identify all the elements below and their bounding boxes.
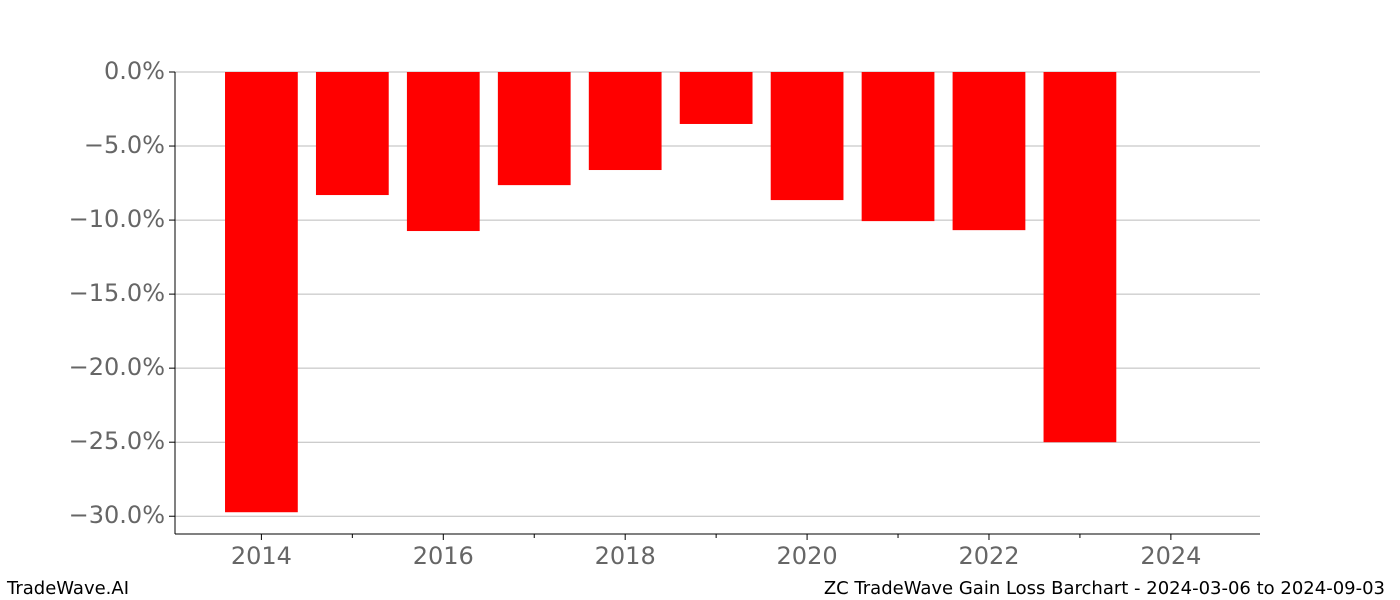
bar: [679, 72, 753, 124]
bar: [952, 72, 1026, 231]
bar: [1043, 72, 1117, 443]
bar: [315, 72, 389, 196]
y-tick-label: 0.0%: [104, 57, 165, 85]
x-tick-label: 2016: [413, 542, 474, 570]
y-tick-label: −15.0%: [69, 279, 165, 307]
bar: [861, 72, 935, 222]
bar: [588, 72, 662, 171]
x-tick-label: 2022: [958, 542, 1019, 570]
footer-left: TradeWave.AI: [6, 578, 129, 599]
footer-right: ZC TradeWave Gain Loss Barchart - 2024-0…: [824, 578, 1385, 599]
bar: [225, 72, 298, 513]
y-tick-label: −5.0%: [84, 131, 165, 159]
y-tick-label: −25.0%: [69, 427, 165, 455]
x-tick-label: 2014: [231, 542, 292, 570]
x-tick-label: 2024: [1140, 542, 1201, 570]
y-tick-label: −10.0%: [69, 205, 165, 233]
bar: [497, 72, 571, 186]
bar: [770, 72, 844, 201]
bar: [406, 72, 480, 232]
y-tick-label: −20.0%: [69, 353, 165, 381]
x-tick-label: 2020: [777, 542, 838, 570]
x-tick-label: 2018: [595, 542, 656, 570]
y-tick-label: −30.0%: [69, 501, 165, 529]
